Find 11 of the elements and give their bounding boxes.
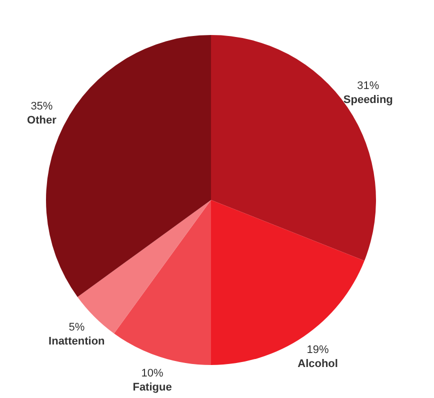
slice-label: Alcohol: [298, 358, 338, 370]
slice-label: Speeding: [343, 94, 393, 106]
data-label: 19%: [306, 344, 330, 356]
data-label: 35%: [30, 100, 53, 113]
slice-label: Fatigue: [132, 382, 172, 394]
slice-label: Inattention: [48, 335, 106, 348]
data-label: 31%: [357, 80, 380, 92]
slice-label: Other: [27, 114, 58, 127]
data-label: 10%: [141, 368, 164, 380]
data-label: 5%: [68, 321, 85, 334]
pie-slice: [114, 200, 211, 365]
